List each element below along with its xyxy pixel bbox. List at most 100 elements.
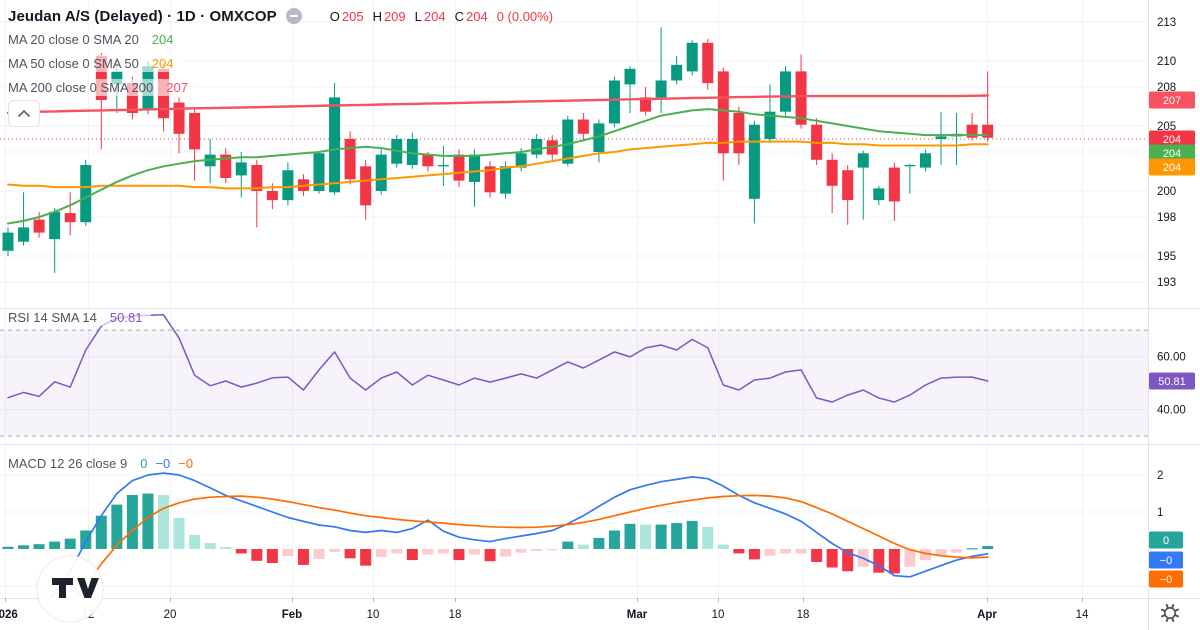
macd-axis-label: 1 xyxy=(1157,507,1163,519)
candle xyxy=(80,159,92,227)
candle xyxy=(982,71,994,142)
ma200-label: MA 200 close 0 SMA 200 xyxy=(8,80,154,95)
price-badge: 204 xyxy=(1149,130,1195,148)
candle xyxy=(220,148,232,184)
candle xyxy=(764,84,776,143)
rsi-axis-label: 60.00 xyxy=(1157,352,1186,364)
macd-axis-label: 2 xyxy=(1157,470,1163,482)
legend-ma50[interactable]: MA 50 close 0 SMA 50 204 xyxy=(6,55,183,72)
settings-gear-icon[interactable] xyxy=(1161,604,1179,622)
candle xyxy=(826,153,838,214)
legend-ma20[interactable]: MA 20 close 0 SMA 20 204 xyxy=(6,31,183,48)
candle xyxy=(437,145,449,186)
ohlc-high-label: H xyxy=(372,8,382,24)
candle xyxy=(857,150,869,220)
time-axis-label: Apr xyxy=(977,609,997,621)
candle xyxy=(593,119,605,163)
candle xyxy=(577,113,589,141)
svg-text:207: 207 xyxy=(1163,95,1181,107)
macd-badge: −0 xyxy=(1149,551,1183,569)
tradingview-logo[interactable] xyxy=(36,555,104,623)
rsi-label: RSI 14 SMA 14 xyxy=(8,310,97,325)
price-axis-label: 210 xyxy=(1157,56,1176,68)
ma20-value: 204 xyxy=(151,32,174,47)
time-axis-label: 14 xyxy=(1076,609,1089,621)
candle xyxy=(640,87,652,116)
legend-collapse-button[interactable] xyxy=(8,100,40,127)
ohlc-open-value: 205 xyxy=(341,8,364,24)
legend-rsi[interactable]: RSI 14 SMA 14 50.81 xyxy=(6,309,152,326)
rsi-value: 50.81 xyxy=(109,310,143,325)
collapsed-indicator-icon[interactable] xyxy=(285,8,302,24)
candle xyxy=(671,55,683,85)
ohlc-change: 0 (0.00%) xyxy=(496,8,554,24)
price-axis-label: 195 xyxy=(1157,251,1176,263)
macd-hist-value: 0 xyxy=(140,456,148,471)
price-axis-label: 200 xyxy=(1157,186,1176,198)
ma-line-sma-20 xyxy=(7,108,989,225)
symbol-title[interactable]: Jeudan A/S (Delayed) · 1D · OMXCOP xyxy=(8,7,277,25)
price-axis[interactable]: 213 210 208 205 200 198 195 193 60.00 40.00 2 1 207 2… xyxy=(1149,17,1195,588)
macd-histogram xyxy=(2,493,994,574)
candle xyxy=(733,106,745,165)
price-axis-label: 208 xyxy=(1157,82,1176,94)
candle xyxy=(842,165,854,225)
ma-line-sma-50 xyxy=(7,140,989,190)
price-badge: 204 xyxy=(1149,144,1195,162)
svg-text:50.81: 50.81 xyxy=(1158,376,1186,388)
candle xyxy=(406,132,418,169)
candle xyxy=(919,149,931,172)
candle xyxy=(888,162,900,221)
ma200-value: 207 xyxy=(166,80,188,95)
ohlc-high-value: 209 xyxy=(383,8,406,24)
price-axis-label: 198 xyxy=(1157,212,1176,224)
time-axis-label: 2026 xyxy=(0,609,18,621)
candle xyxy=(624,66,636,113)
candle xyxy=(966,113,978,141)
candle xyxy=(469,149,480,207)
candle xyxy=(313,152,325,194)
ohlc-close-label: C xyxy=(454,8,464,24)
candle xyxy=(64,192,76,236)
price-badge: 207 xyxy=(1149,91,1195,109)
rsi-badge: 50.81 xyxy=(1149,372,1195,390)
macd-badge: −0 xyxy=(1149,570,1183,588)
candle xyxy=(484,161,496,198)
candle xyxy=(173,97,185,154)
macd-line xyxy=(49,472,989,598)
gridlines xyxy=(0,0,1148,598)
ma50-label: MA 50 close 0 SMA 50 xyxy=(8,56,139,71)
macd-badge: 0 xyxy=(1149,531,1183,549)
time-axis[interactable]: 20261220Feb1018Mar1018Apr14 xyxy=(0,598,1089,621)
macd-signal-line xyxy=(74,494,989,598)
time-axis-label: 18 xyxy=(449,609,462,621)
macd-label: MACD 12 26 close 9 xyxy=(8,456,128,471)
ma20-label: MA 20 close 0 SMA 20 xyxy=(8,32,139,47)
time-axis-label: Feb xyxy=(282,609,302,621)
candle xyxy=(608,76,620,128)
candle xyxy=(189,109,201,181)
price-axis-label: 213 xyxy=(1157,17,1176,29)
rsi-band xyxy=(0,329,1148,437)
candle xyxy=(2,227,14,256)
svg-text:204: 204 xyxy=(1163,134,1181,146)
legend-macd[interactable]: MACD 12 26 close 9 0 −0 −0 xyxy=(6,455,203,472)
price-axis-label: 193 xyxy=(1157,277,1176,289)
svg-text:204: 204 xyxy=(1163,162,1181,174)
legend-ma200[interactable]: MA 200 close 0 SMA 200 207 xyxy=(6,79,197,96)
candle xyxy=(904,163,916,194)
svg-text:204: 204 xyxy=(1163,148,1181,160)
candle xyxy=(235,152,247,198)
candle xyxy=(748,120,760,224)
ohlc-low-value: 204 xyxy=(423,8,446,24)
candle xyxy=(251,159,263,228)
candle xyxy=(329,83,341,195)
candle xyxy=(49,207,61,273)
candle xyxy=(702,38,714,90)
time-axis-label: 20 xyxy=(164,609,177,621)
candle xyxy=(686,40,698,76)
candle xyxy=(360,159,372,220)
candle xyxy=(795,54,807,129)
